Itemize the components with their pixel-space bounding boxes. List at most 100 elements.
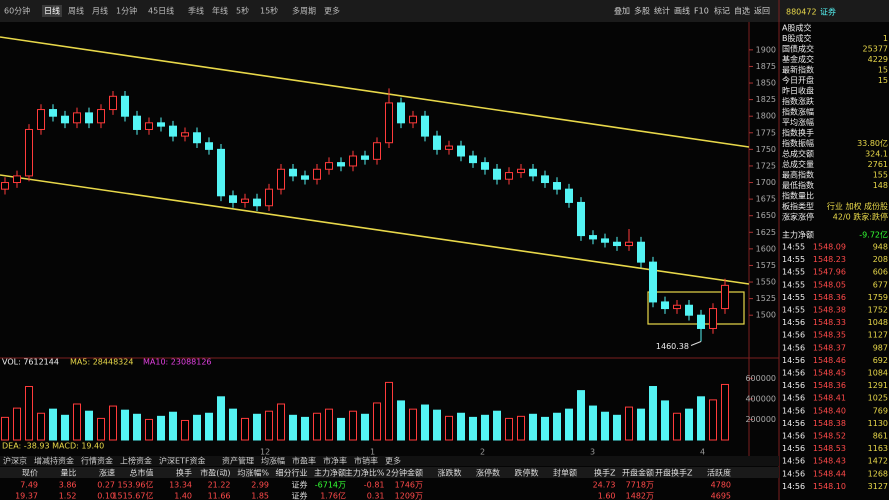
toolbar-tab[interactable]: 1分钟 [116,6,137,16]
toolbar-tab[interactable]: 15秒 [260,6,278,16]
volume-bar [637,408,645,441]
table-cell: 4695 [711,492,731,500]
volume-bar [577,390,585,441]
toolbar-tab[interactable]: 周线 [68,6,84,16]
tick-time: 14:55 [782,243,805,252]
y-tick-label: 1675 [756,195,776,204]
stat-label: 指数涨跌 [782,96,814,106]
toolbar-tab[interactable]: 日线 [44,6,60,16]
toolbar-button[interactable]: 返回 [754,7,770,16]
bottom-tab[interactable]: 市盈率 [292,456,316,466]
tick-volume: 1472 [868,457,888,466]
tick-price: 1548.05 [813,280,846,289]
toolbar-button[interactable]: 画线 [674,6,690,16]
volume-bar [169,411,177,441]
tick-price: 1548.41 [813,394,846,403]
stat-value: 4229 [868,55,888,64]
tick-volume: 1752 [868,306,888,315]
volume-bar [709,399,717,441]
tick-volume: 1084 [868,369,888,378]
toolbar-tab[interactable]: 45日线 [148,6,174,16]
toolbar [0,0,889,22]
candle-body [241,198,249,203]
candle-body [697,314,705,329]
tick-price: 1548.52 [813,432,846,441]
toolbar-tab[interactable]: 5秒 [236,6,249,16]
table-cell: 4780 [711,481,731,490]
stat-label: 昨日收盘 [782,86,814,96]
volume-bar [37,412,45,441]
toolbar-tab[interactable]: 60分钟 [4,6,30,16]
y-tick-label: 1575 [756,261,776,270]
table-header: 市盈(动) [200,468,230,478]
table-cell: 3.86 [59,481,77,490]
volume-bar [265,410,273,441]
bottom-tab[interactable]: 均涨幅 [261,456,285,466]
volume-bar [157,415,165,441]
y-tick-label: 1525 [756,294,776,303]
stat-value: 25377 [863,45,888,54]
tick-time: 14:56 [782,343,805,352]
bottom-tab[interactable]: 增减持资金 [34,456,74,466]
toolbar-button[interactable]: 自选 [734,6,750,16]
toolbar-button[interactable]: 叠加 [614,6,630,16]
candle-body [133,115,141,130]
bottom-tab[interactable]: 更多 [385,456,401,466]
tick-price: 1548.46 [813,356,846,365]
toolbar-button[interactable]: 多股 [634,6,650,16]
bottom-tab[interactable]: 上榜资金 [120,456,152,466]
table-header: 细分行业 [276,468,308,478]
bottom-tab[interactable]: 沪深ETF资金 [159,456,206,466]
tick-price: 1548.53 [813,444,846,453]
candle-body [109,95,117,111]
candle-body [349,155,357,167]
tick-time: 14:55 [782,255,805,264]
volume-bar [325,408,333,441]
tick-time: 14:56 [782,394,805,403]
candle-body [409,115,417,124]
bottom-tab[interactable]: 市净率 [323,456,347,466]
bottom-tab[interactable]: 沪深京 [3,456,27,466]
volume-bar [289,414,297,441]
toolbar-button[interactable]: 标记 [714,6,730,16]
toolbar-button[interactable]: 统计 [654,6,670,16]
toolbar-tab[interactable]: 更多 [324,6,340,16]
volume-bar [517,415,525,441]
candle-body [505,172,513,180]
candle-body [361,155,369,160]
tick-time: 14:56 [782,331,805,340]
volume-bar [697,396,705,441]
volume-bar [565,408,573,441]
volume-bar [349,410,357,441]
tick-time: 14:55 [782,268,805,277]
table-header: 均涨幅% [237,468,269,478]
table-cell: 153.96亿 [118,480,154,490]
stat-label: 最新指数 [782,65,814,75]
tick-time: 14:56 [782,457,805,466]
volume-bar [481,414,489,441]
toolbar-tab[interactable]: 多周期 [292,6,316,16]
bottom-tab[interactable]: 市销率 [354,456,378,466]
volume-bar [121,409,129,441]
tick-price: 1548.36 [813,381,846,390]
candle-body [469,155,477,164]
volume-bar [85,410,93,441]
tab-bar [0,456,779,466]
candle-body [193,132,201,144]
bottom-tab[interactable]: 行情资金 [81,456,113,466]
toolbar-tab[interactable]: 季线 [188,6,204,16]
stat-label: 最高指数 [782,170,814,180]
toolbar-tab[interactable]: 年线 [212,6,228,16]
volume-bar [433,409,441,441]
bottom-tab[interactable]: 资产管理 [222,456,254,466]
candle-body [673,304,681,310]
candle-body [613,241,621,247]
volume-bar [541,416,549,441]
stat-label: 最低指数 [782,180,814,190]
tick-volume: 692 [873,356,888,365]
stat-label: A股成交 [782,23,811,33]
toolbar-button[interactable]: F10 [694,7,709,16]
toolbar-tab[interactable]: 月线 [92,6,108,16]
tick-price: 1548.45 [813,369,846,378]
